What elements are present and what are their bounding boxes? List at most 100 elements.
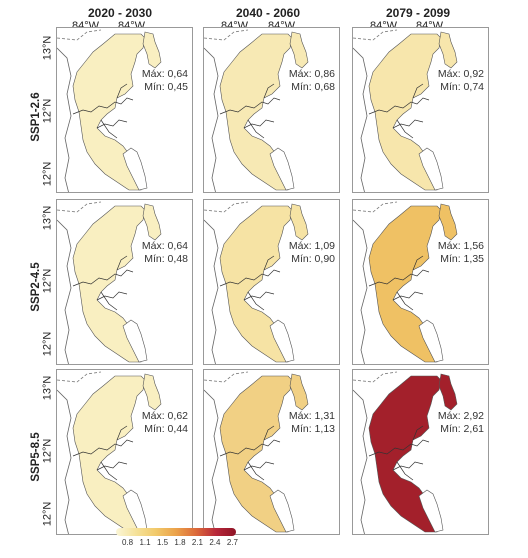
max-value-label: Máx: 1,09 xyxy=(288,240,335,252)
river-line xyxy=(219,439,281,457)
island-shape xyxy=(438,203,458,241)
min-value-label: Mín: 0,68 xyxy=(291,81,335,93)
map-panel-ssp2-4.5-2020-2030: Máx: 0,64 Mín: 0,48 xyxy=(56,199,193,365)
min-value-label: Mín: 0,44 xyxy=(144,423,188,435)
river-line xyxy=(396,291,414,311)
latitude-label-12n: 12°N xyxy=(41,438,54,464)
country-border-line xyxy=(353,29,398,41)
river-line xyxy=(243,461,275,471)
legend-tick: 2.4 xyxy=(209,538,221,547)
panel-stats: Máx: 1,56 Mín: 1,35 xyxy=(438,240,484,266)
lagoon-shape xyxy=(418,489,444,533)
country-border-line xyxy=(204,389,219,534)
min-value-label: Mín: 0,45 xyxy=(144,81,188,93)
panel-stats: Máx: 0,92 Mín: 0,74 xyxy=(438,68,484,94)
country-border-line xyxy=(57,47,72,192)
country-border-line xyxy=(353,47,368,192)
river-line xyxy=(96,291,128,301)
river-line xyxy=(72,97,134,115)
color-legend: 0.8 1.1 1.5 1.8 2.1 2.4 2.7 xyxy=(108,527,240,549)
lagoon-shape xyxy=(122,319,148,363)
legend-tick: 1.1 xyxy=(139,538,151,547)
country-border-line xyxy=(353,371,398,383)
min-value-label: Mín: 2,61 xyxy=(440,423,484,435)
latitude-label-12n: 12°N xyxy=(41,98,54,124)
country-border-line xyxy=(57,29,102,41)
river-line xyxy=(263,425,275,441)
country-border-line xyxy=(204,219,219,364)
column-title-2020-2030: 2020 - 2030 xyxy=(87,6,153,20)
river-line xyxy=(96,119,128,129)
latitude-label-12n-lower: 12°N xyxy=(41,331,54,357)
country-border-line xyxy=(204,29,249,41)
lagoon-shape xyxy=(418,319,444,363)
river-line xyxy=(100,291,118,311)
island-shape xyxy=(438,31,458,69)
latitude-label-13n: 13°N xyxy=(41,375,54,401)
max-value-label: Máx: 0,92 xyxy=(437,68,484,80)
country-border-line xyxy=(204,371,249,383)
island-shape xyxy=(438,373,458,411)
river-line xyxy=(392,291,424,301)
river-line xyxy=(368,439,430,457)
max-value-label: Máx: 0,86 xyxy=(288,68,335,80)
river-line xyxy=(412,83,424,99)
min-value-label: Mín: 1,13 xyxy=(291,423,335,435)
river-line xyxy=(247,291,265,311)
legend-tick: 2.7 xyxy=(226,538,238,547)
panel-stats: Máx: 0,64 Mín: 0,45 xyxy=(142,68,188,94)
country-border-line xyxy=(57,389,72,534)
region-map xyxy=(353,201,458,364)
country-border-line xyxy=(353,201,398,213)
region-map xyxy=(204,29,309,192)
island-shape xyxy=(142,373,162,411)
latitude-label-12n: 12°N xyxy=(41,268,54,294)
island-shape xyxy=(142,31,162,69)
river-line xyxy=(243,119,275,129)
lagoon-shape xyxy=(269,147,295,191)
river-line xyxy=(100,119,118,139)
max-value-label: Máx: 1,56 xyxy=(437,240,484,252)
max-value-label: Máx: 0,64 xyxy=(141,68,188,80)
river-line xyxy=(116,255,128,271)
island-shape xyxy=(289,373,309,411)
river-line xyxy=(72,439,134,457)
map-panel-ssp1-2.6-2040-2060: Máx: 0,86 Mín: 0,68 xyxy=(203,27,340,193)
panel-stats: Máx: 1,09 Mín: 0,90 xyxy=(289,240,335,266)
river-line xyxy=(396,461,414,481)
river-line xyxy=(368,97,430,115)
region-map xyxy=(204,371,309,534)
river-line xyxy=(412,255,424,271)
panel-stats: Máx: 0,86 Mín: 0,68 xyxy=(289,68,335,94)
region-map xyxy=(57,371,162,534)
country-border-line xyxy=(353,219,368,364)
latitude-label-12n-lower: 12°N xyxy=(41,501,54,527)
legend-color-ramp xyxy=(116,528,236,536)
river-line xyxy=(116,83,128,99)
lagoon-shape xyxy=(122,489,148,533)
legend-tick: 2.1 xyxy=(191,538,203,547)
map-panel-ssp2-4.5-2079-2099: Máx: 1,56 Mín: 1,35 xyxy=(352,199,489,365)
river-line xyxy=(72,269,134,287)
island-shape xyxy=(289,31,309,69)
legend-tick: 1.8 xyxy=(174,538,186,547)
country-border-line xyxy=(353,389,368,534)
region-map xyxy=(353,29,458,192)
panel-stats: Máx: 0,64 Mín: 0,48 xyxy=(142,240,188,266)
min-value-label: Mín: 0,90 xyxy=(291,253,335,265)
river-line xyxy=(392,119,424,129)
island-shape xyxy=(142,203,162,241)
country-border-line xyxy=(57,201,102,213)
latitude-label-13n: 13°N xyxy=(41,35,54,61)
map-panel-ssp5-8.5-2040-2060: Máx: 1,31 Mín: 1,13 xyxy=(203,369,340,535)
lagoon-shape xyxy=(269,489,295,533)
island-shape xyxy=(289,203,309,241)
region-map xyxy=(57,201,162,364)
country-border-line xyxy=(204,47,219,192)
map-panel-ssp1-2.6-2020-2030: Máx: 0,64 Mín: 0,45 xyxy=(56,27,193,193)
column-title-2040-2060: 2040 - 2060 xyxy=(235,6,301,20)
map-panel-ssp1-2.6-2079-2099: Máx: 0,92 Mín: 0,74 xyxy=(352,27,489,193)
country-border-line xyxy=(204,201,249,213)
legend-tick-labels: 0.8 1.1 1.5 1.8 2.1 2.4 2.7 xyxy=(122,538,238,547)
river-line xyxy=(96,461,128,471)
